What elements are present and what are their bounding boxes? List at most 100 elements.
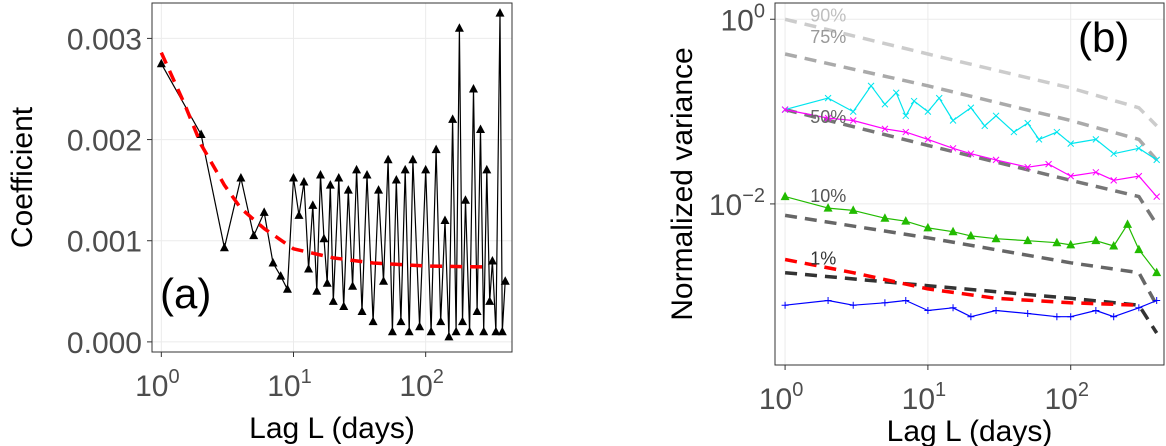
data-point [1035,136,1043,143]
data-point [1024,163,1032,171]
data-point [454,23,464,32]
data-point [781,106,789,113]
y-tick-label: 0.000 [67,327,142,360]
dashed-fit-line [159,51,489,269]
quantile-label: 75% [810,27,846,47]
x-axis-title: Lag L (days) [887,415,1053,446]
data-point [468,83,478,93]
grid [775,3,1164,365]
quantile-label: 90% [810,5,846,25]
data-point [379,276,389,285]
data-point [780,191,790,201]
data-point [948,226,958,236]
data-point [881,125,889,133]
data-point [1110,176,1118,184]
data-point [383,154,393,164]
data-point [781,301,789,309]
data-point [1067,140,1075,147]
y-axis-title: Coefficient [6,106,39,248]
data-point [491,326,501,336]
data-point [156,58,166,68]
data-point [1010,128,1018,136]
data-point [1091,235,1101,245]
data-point [867,82,875,90]
data-point [881,299,889,307]
data-point [497,326,507,336]
data-point [1153,156,1161,164]
data-point [495,8,505,17]
data-point [436,316,446,326]
data-point [465,326,475,336]
data-point [339,301,349,310]
data-point [500,276,510,285]
data-point [276,271,286,280]
series-line [784,109,1158,197]
data-point [902,112,910,120]
series-7 [781,106,1161,200]
data-point [824,94,832,102]
y-tick-label: 0.003 [67,23,142,56]
data-point [421,164,431,174]
x-tick-label: 102 [399,366,444,403]
data-point [328,296,338,305]
series-layer [156,8,510,341]
data-point [396,316,406,326]
x-tick-label: 102 [1044,379,1089,416]
data-point [451,326,461,336]
dashed-fit-line [784,213,1159,307]
quantile-label: 10% [810,186,846,206]
data-point [924,136,932,143]
data-point [391,175,401,184]
data-point [924,108,932,115]
data-point [1023,235,1033,245]
series-line [785,299,1157,318]
panel-a: 100 101 102 0.000 0.001 0.002 0.003 Lag L (days… [6,2,513,445]
data-point [949,144,957,152]
data-point [1067,172,1075,180]
data-point [880,213,890,222]
data-point [472,306,482,316]
data-point [352,164,362,174]
data-point [485,296,495,305]
data-point [368,316,378,326]
panel-border [151,2,513,353]
data-point [1134,244,1144,254]
data-point [966,230,976,240]
data-point [334,173,344,182]
data-point [288,173,298,182]
x-tick-label: 100 [759,379,804,416]
data-point [992,307,1000,315]
series-layer [780,17,1162,334]
data-point [1135,304,1143,312]
data-point [482,164,492,174]
data-point [1067,313,1075,321]
data-point [460,195,470,204]
data-point [1123,219,1133,228]
x-axis-title: Lag L (days) [249,412,415,445]
data-point [426,326,436,336]
data-point [476,124,486,133]
panel-label: (a) [160,270,211,317]
data-point [824,296,832,304]
data-point [892,89,900,97]
data-point [299,177,309,186]
data-point [981,122,989,130]
data-point [967,150,975,158]
data-point [924,307,932,315]
data-point [823,203,833,212]
data-point [308,200,318,209]
data-point [1052,237,1062,247]
y-axis-title: Normalized variance [666,47,699,320]
data-point [312,286,322,295]
data-point [294,210,304,219]
series-10 [784,257,1139,307]
x-tick-label: 101 [267,366,312,403]
data-point [902,128,910,136]
series-6 [781,82,1161,164]
data-point [282,284,292,293]
data-point [881,100,889,108]
data-point [304,264,314,273]
data-point [901,216,911,225]
panel-b: 90%75% 50% 10% 1% 100 101 102 100 10−2 Lag L (day… [666,0,1165,446]
